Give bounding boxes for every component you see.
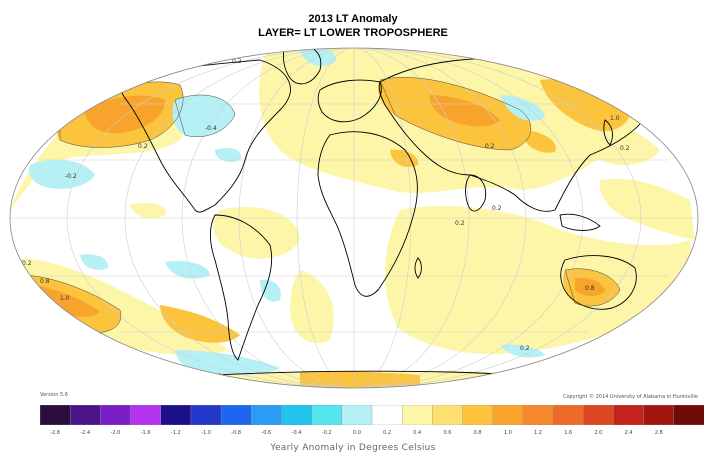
- contour-label: -0.2: [65, 173, 77, 180]
- colorbar-swatch: [552, 405, 584, 425]
- contour-label: 1.0: [60, 295, 70, 302]
- contour-label: 0.2: [22, 260, 32, 267]
- colorbar-swatch: [69, 405, 102, 425]
- colorbar-swatch: [341, 405, 373, 425]
- colorbar-tick-label: 1.2: [534, 430, 542, 436]
- colorbar-tick-label: -1.2: [170, 430, 181, 436]
- contour-label: 0.2: [492, 205, 502, 212]
- colorbar-tick-label: -0.6: [261, 430, 272, 436]
- version-label: Version 5.6: [40, 392, 68, 398]
- colorbar: [40, 405, 704, 425]
- colorbar-swatch: [432, 405, 464, 425]
- colorbar-swatch: [251, 405, 283, 425]
- colorbar-tick-label: -2.0: [110, 430, 121, 436]
- colorbar-swatch: [100, 405, 132, 425]
- map-subtitle: LAYER= LT LOWER TROPOSPHERE: [258, 27, 448, 39]
- colorbar-tick-label: 1.0: [503, 430, 512, 436]
- colorbar-swatch: [160, 405, 192, 425]
- colorbar-tick-label: -0.4: [291, 430, 302, 436]
- colorbar-ticks: -2.8 -2.4 -2.0 -1.6 -1.2 -1.0 -0.8 -0.6 -0.4 -0.2…: [40, 430, 704, 438]
- colorbar-swatch: [583, 405, 615, 425]
- colorbar-tick-label: 0.8: [473, 430, 482, 436]
- colorbar-tick-label: -1.6: [140, 430, 151, 436]
- colorbar-tick-label: -0.8: [231, 430, 242, 436]
- colorbar-swatch: [371, 405, 403, 425]
- colorbar-swatch: [492, 405, 524, 425]
- colorbar-tick-label: 1.6: [564, 430, 573, 436]
- colorbar-swatch: [673, 405, 704, 425]
- colorbar-tick-label: 2.8: [654, 430, 663, 436]
- contour-label: 0.2: [520, 345, 530, 352]
- colorbar-tick-label: 0.6: [443, 430, 452, 436]
- colorbar-tick-label: -2.8: [50, 430, 60, 436]
- colorbar-swatch: [190, 405, 222, 425]
- colorbar-swatch: [522, 405, 554, 425]
- contour-label: 0.8: [40, 278, 50, 285]
- colorbar-swatch: [281, 405, 313, 425]
- colorbar-label: Yearly Anomaly in Degrees Celsius: [270, 443, 436, 453]
- colorbar-tick-label: 0.4: [413, 430, 422, 436]
- contour-label: 0.2: [485, 143, 495, 150]
- colorbar-swatch: [220, 405, 252, 425]
- colorbar-swatch: [462, 405, 494, 425]
- anomaly-field: 0.2 0.2 1.0 0.2 -0.2 -0.4 0.2 0.2 0.8 1.…: [10, 48, 698, 388]
- colorbar-tick-label: -2.4: [80, 430, 91, 436]
- colorbar-swatch: [401, 405, 434, 425]
- contour-label: 0.2: [620, 145, 630, 152]
- contour-label: 0.2: [455, 220, 465, 227]
- colorbar-swatch: [40, 405, 71, 425]
- colorbar-tick-label: 0.0: [352, 430, 361, 436]
- contour-label: 1.0: [610, 115, 620, 122]
- colorbar-swatch: [311, 405, 343, 425]
- contour-label: -0.4: [205, 125, 217, 132]
- contour-label: 0.2: [138, 143, 148, 150]
- colorbar-tick-label: -0.2: [321, 430, 332, 436]
- colorbar-tick-label: 2.0: [594, 430, 603, 436]
- colorbar-swatch: [643, 405, 675, 425]
- colorbar-tick-label: 2.4: [624, 430, 633, 436]
- colorbar-swatch: [613, 405, 645, 425]
- contour-label: 0.2: [232, 58, 242, 65]
- colorbar-tick-label: -1.0: [201, 430, 211, 436]
- contour-label: 0.8: [585, 285, 595, 292]
- copyright-label: Copyright © 2014 University of Alabama i…: [563, 394, 698, 400]
- colorbar-swatch: [130, 405, 162, 425]
- map-title: 2013 LT Anomaly: [308, 13, 398, 25]
- colorbar-tick-label: 0.2: [383, 430, 392, 436]
